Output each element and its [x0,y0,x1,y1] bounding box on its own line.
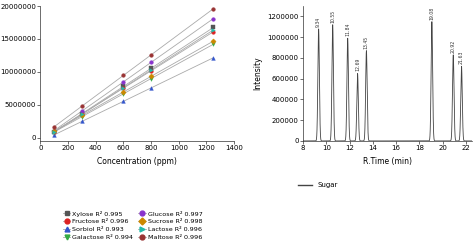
Point [50,130,58,134]
Point [119,86,127,90]
Point [147,66,155,70]
Point [119,80,127,84]
Point [78,104,86,108]
Y-axis label: Intensity: Intensity [253,57,262,90]
Point [210,28,217,32]
Point [119,73,127,77]
Point [78,112,86,116]
Point [119,86,127,90]
Text: 10.55: 10.55 [330,9,335,23]
Point [147,69,155,73]
Point [50,129,58,132]
Point [119,99,127,103]
Point [119,85,127,88]
Point [210,26,217,29]
Point [119,90,127,94]
Point [50,133,58,137]
Point [78,115,86,119]
Point [50,130,58,134]
Text: 9.34: 9.34 [316,17,321,27]
Point [147,68,155,72]
Point [78,109,86,113]
X-axis label: Concentration (ppm): Concentration (ppm) [97,157,177,166]
Point [50,130,58,134]
Point [78,112,86,116]
Text: 21.63: 21.63 [459,51,464,64]
Point [147,74,155,78]
Point [50,125,58,129]
Point [210,39,217,43]
Point [78,112,86,116]
Text: 11.84: 11.84 [345,23,350,36]
Text: 12.69: 12.69 [355,58,360,71]
Point [210,56,217,60]
Point [210,7,217,11]
Text: 13.45: 13.45 [364,35,369,49]
Text: 19.08: 19.08 [429,6,434,20]
Point [210,17,217,20]
Point [78,113,86,117]
Legend: Xylose R² 0.995, Fructose R² 0.996, Sorbiol R² 0.993, Galactose R² 0.994, Glucos: Xylose R² 0.995, Fructose R² 0.996, Sorb… [63,211,203,240]
Legend: Sugar: Sugar [298,182,338,188]
Point [147,86,155,90]
X-axis label: R.Time (min): R.Time (min) [363,157,412,166]
Text: 20.92: 20.92 [451,40,456,53]
Point [50,129,58,133]
Point [147,61,155,64]
Point [210,42,217,46]
Point [50,130,58,134]
Point [147,77,155,80]
Point [210,30,217,34]
Point [78,120,86,123]
Point [147,53,155,57]
Point [119,92,127,96]
